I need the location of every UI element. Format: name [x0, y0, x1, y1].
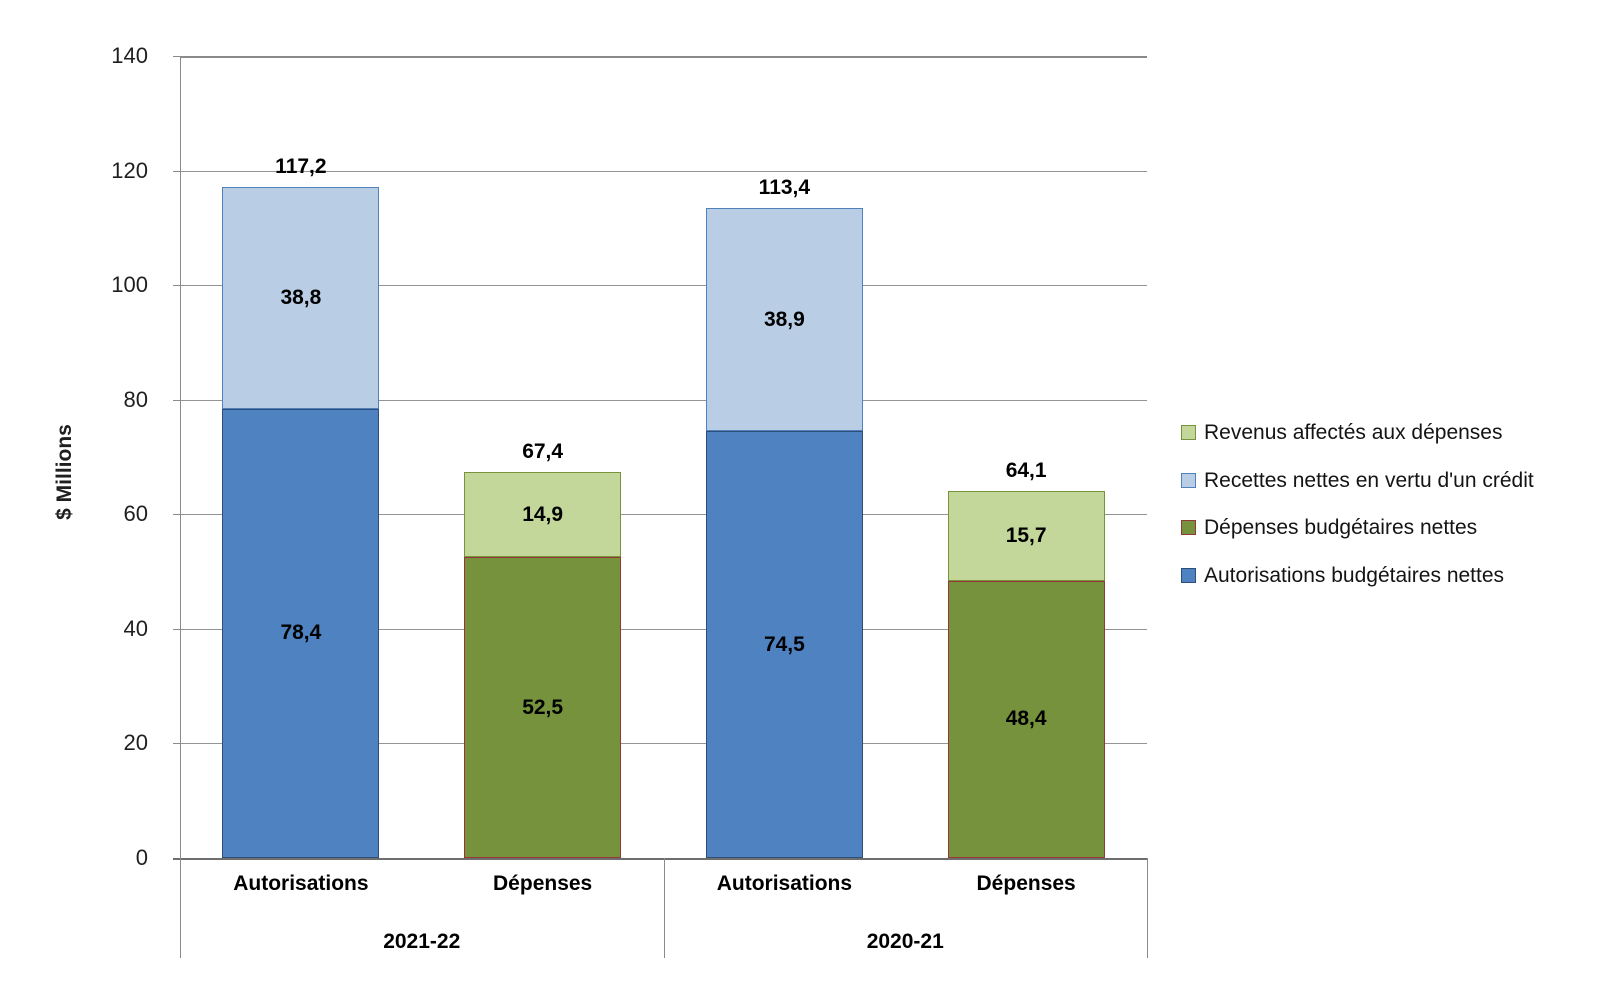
- bar-segment: 74,5: [705, 431, 863, 858]
- gridline: [180, 285, 1147, 287]
- year-group-label: 2020-21: [866, 930, 944, 953]
- bar-segment: 38,9: [705, 208, 863, 432]
- y-tick-label: 140: [111, 43, 148, 68]
- bar-value-label: 15,7: [1005, 523, 1047, 547]
- bar-value-label: 48,4: [1005, 707, 1047, 731]
- legend: Revenus affectés aux dépenses Recettes ne…: [1181, 409, 1534, 599]
- legend-label: Autorisations budgétaires nettes: [1204, 563, 1505, 587]
- y-tick-label: 80: [123, 386, 148, 412]
- y-axis-tick: [173, 628, 180, 630]
- x-axis-line: [173, 858, 1147, 860]
- bar-value-label: 38,9: [763, 307, 805, 331]
- gridline: [180, 514, 1147, 516]
- legend-item: Dépenses budgétaires nettes: [1181, 504, 1534, 552]
- bar-value-label: 74,5: [763, 632, 805, 656]
- legend-swatch-icon: [1181, 520, 1196, 536]
- bar-segment: 78,4: [222, 408, 380, 858]
- bar-value-label: 78,4: [280, 621, 322, 645]
- gridline: [180, 170, 1147, 172]
- legend-item: Revenus affectés aux dépenses: [1181, 409, 1534, 457]
- y-axis-tick: [173, 170, 180, 172]
- bar-total-label: 67,4: [522, 439, 564, 463]
- bar-segment: 52,5: [464, 557, 622, 858]
- bar-total-label: 64,1: [1005, 458, 1047, 482]
- category-label: Dépenses: [976, 872, 1076, 895]
- bar-segment: 14,9: [464, 471, 622, 558]
- legend-item: Autorisations budgétaires nettes: [1181, 552, 1534, 600]
- bar-total-label: 117,2: [275, 154, 327, 178]
- y-axis-tick: [173, 56, 180, 57]
- y-tick-label: 20: [123, 730, 148, 756]
- gridline: [180, 56, 1147, 58]
- bar-total-label: 113,4: [758, 176, 811, 200]
- y-axis-title: $ Millions: [53, 424, 76, 520]
- y-axis-tick: [173, 514, 180, 516]
- y-axis-tick: [173, 743, 180, 745]
- year-group-label: 2021-22: [383, 930, 461, 953]
- legend-swatch-icon: [1181, 425, 1196, 441]
- legend-label: Revenus affectés aux dépenses: [1204, 421, 1503, 445]
- legend-label: Recettes nettes en vertu d'un crédit: [1204, 468, 1534, 492]
- y-tick-label: 120: [111, 157, 148, 183]
- bar-segment: 48,4: [947, 580, 1105, 858]
- gridline: [180, 743, 1147, 745]
- legend-swatch-icon: [1181, 472, 1196, 488]
- gridline: [180, 399, 1147, 401]
- bar-value-label: 14,9: [522, 502, 564, 526]
- bar-value-label: 52,5: [522, 695, 564, 719]
- y-tick-label: 40: [123, 615, 148, 641]
- bar-segment: 38,8: [222, 186, 380, 409]
- legend-label: Dépenses budgétaires nettes: [1204, 516, 1478, 540]
- legend-item: Recettes nettes en vertu d'un crédit: [1181, 457, 1534, 505]
- y-axis-line: [180, 56, 181, 858]
- y-tick-label: 60: [123, 501, 148, 527]
- legend-swatch-icon: [1181, 567, 1196, 583]
- bar-segment: 15,7: [947, 490, 1105, 581]
- y-tick-label: 0: [135, 845, 148, 870]
- y-tick-label: 100: [111, 272, 148, 298]
- axis-group-divider: [1147, 858, 1148, 958]
- axis-group-divider: [663, 858, 665, 958]
- axis-group-divider: [180, 858, 181, 958]
- category-label: Autorisations: [716, 872, 853, 895]
- gridline: [180, 628, 1147, 630]
- category-label: Dépenses: [493, 872, 593, 895]
- bar-value-label: 38,8: [280, 285, 322, 309]
- y-axis-tick: [173, 285, 180, 287]
- y-axis-tick: [173, 399, 180, 401]
- category-label: Autorisations: [233, 872, 369, 895]
